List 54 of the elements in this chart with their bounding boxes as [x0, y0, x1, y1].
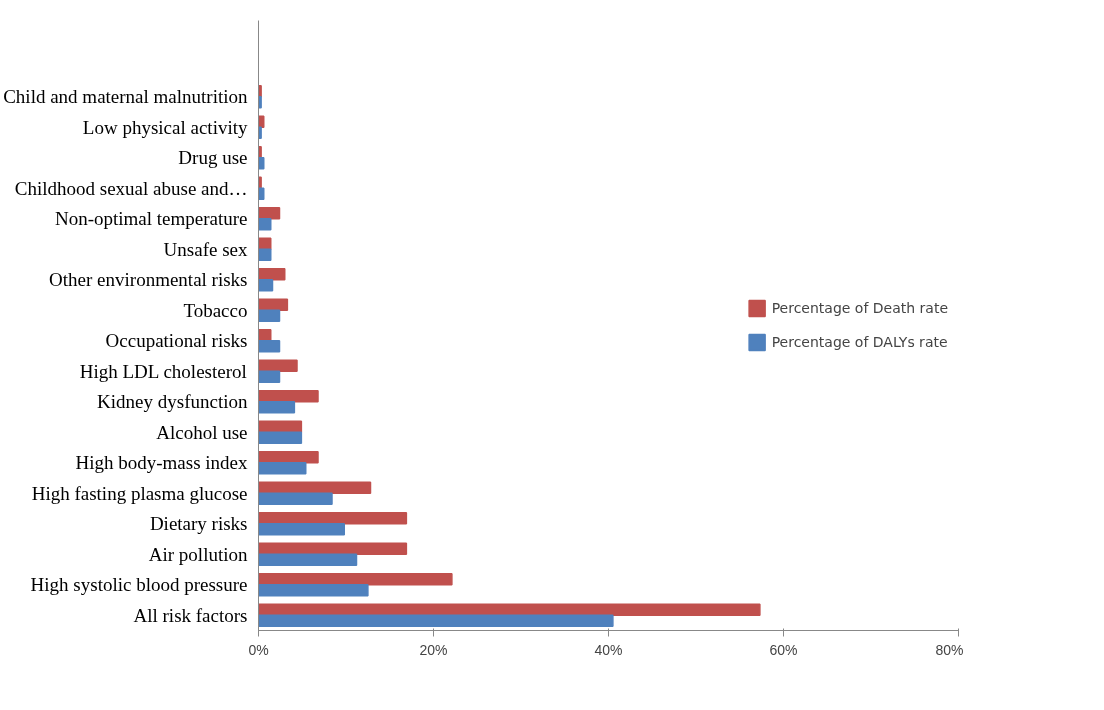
bar [258, 187, 265, 200]
y-tick-label: Alcohol use [156, 421, 248, 443]
bar [258, 573, 453, 586]
bar [258, 248, 272, 261]
y-tick-label: Occupational risks [105, 330, 248, 352]
bar [258, 207, 281, 220]
bar [258, 359, 298, 372]
bar [258, 126, 262, 139]
y-tick-label: Kidney dysfunction [97, 391, 248, 413]
y-tick-label: Child and maternal malnutrition [3, 86, 248, 108]
bar [258, 370, 281, 383]
bar [258, 584, 369, 597]
bar [258, 157, 265, 170]
x-tick-label: 60% [769, 641, 798, 658]
bar [258, 340, 281, 353]
bar [258, 401, 296, 414]
x-tick-label: 40% [594, 641, 623, 658]
x-tick-label: 80% [935, 641, 964, 658]
bar [258, 431, 303, 444]
bar [258, 451, 319, 464]
y-tick-label: Low physical activity [82, 116, 248, 138]
y-tick-label: Tobacco [183, 299, 248, 321]
bar [258, 115, 265, 128]
y-tick-label: Childhood sexual abuse and… [14, 177, 248, 199]
y-tick-label: Dietary risks [149, 513, 248, 535]
y-tick-label: Unsafe sex [163, 238, 248, 260]
bar [258, 309, 281, 322]
bar [258, 279, 274, 292]
bar [258, 603, 761, 616]
bar [258, 614, 614, 627]
y-tick-label: Other environmental risks [49, 269, 248, 291]
y-tick-label: Non-optimal temperature [54, 208, 248, 230]
bar [258, 492, 333, 505]
y-tick-label: High LDL cholesterol [79, 360, 247, 382]
bar [258, 390, 319, 403]
y-tick-label: High systolic blood pressure [30, 574, 248, 596]
bar [258, 96, 262, 109]
x-tick-label: 20% [419, 641, 448, 658]
y-tick-label: Air pollution [148, 543, 248, 565]
bar [258, 512, 408, 525]
bar [258, 268, 286, 281]
bar [258, 553, 358, 566]
bar [258, 218, 272, 231]
y-tick-label: High body-mass index [75, 452, 248, 474]
bar [258, 523, 345, 536]
y-tick-label: Drug use [178, 147, 248, 169]
bar [258, 462, 307, 475]
bar [258, 542, 408, 555]
y-tick-label: High fasting plasma glucose [31, 482, 248, 504]
y-tick-label: All risk factors [133, 604, 248, 626]
bar [258, 481, 372, 494]
legend-label: Percentage of DALYs rate [771, 334, 948, 350]
legend-label: Percentage of Death rate [771, 300, 948, 316]
x-tick-label: 0% [248, 641, 269, 658]
